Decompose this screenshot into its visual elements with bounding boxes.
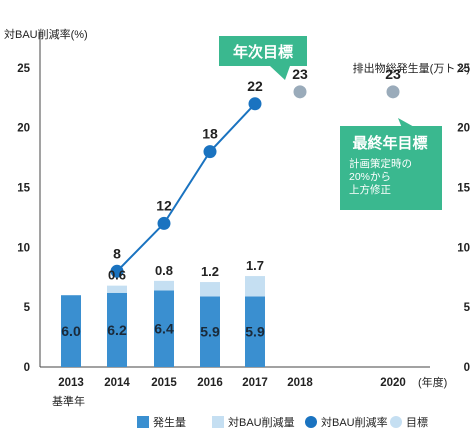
y-tick-right: 20	[457, 123, 470, 135]
legend-marker	[137, 416, 149, 428]
chart-legend: 発生量 対BAU削減量 対BAU削減率 目標	[137, 415, 428, 429]
y-tick-right: 25	[457, 63, 470, 75]
y-tick-right: 10	[457, 242, 470, 254]
bar-generation	[245, 296, 265, 367]
chart-line	[110, 85, 400, 278]
y-tick-left: 15	[17, 183, 30, 195]
bar-generation	[154, 290, 174, 367]
base-year-label: 基準年	[52, 394, 85, 408]
rate-label: 8	[113, 245, 121, 261]
legend-marker	[212, 416, 224, 428]
final-target-note: 上方修正	[349, 183, 391, 196]
bar-reduction-label: 1.2	[201, 264, 219, 279]
bar-generation	[107, 292, 127, 367]
target-point	[386, 85, 400, 99]
bar-generation	[61, 295, 81, 367]
bar-reduction-label: 1.7	[246, 258, 264, 273]
rate-point	[157, 216, 171, 230]
y-tick-right: 0	[464, 362, 470, 374]
target-label: 23	[292, 66, 308, 82]
y-tick-left: 5	[24, 302, 31, 314]
final-target-callout	[340, 126, 442, 210]
bar-generation-label: 6.4	[154, 321, 174, 337]
y-tick-left: 25	[17, 63, 30, 75]
y-tick-left: 20	[17, 123, 30, 135]
bar-generation-label: 6.2	[107, 322, 127, 338]
x-tick-label: 2015	[151, 377, 177, 389]
legend-marker	[390, 416, 402, 428]
x-tick-label: 2020	[380, 377, 406, 389]
bar-reduction	[154, 280, 174, 291]
annual-target-pointer	[270, 66, 290, 80]
rate-label: 18	[202, 126, 218, 142]
bar-generation-label: 5.9	[200, 324, 220, 340]
target-label: 23	[385, 66, 401, 82]
rate-label: 12	[156, 197, 172, 213]
annual-target-text: 年次目標	[233, 43, 293, 61]
x-tick-label: 2014	[104, 377, 130, 389]
bar-reduction-label: 0.8	[155, 263, 173, 278]
legend-label: 発生量	[153, 415, 186, 429]
bar-reduction	[107, 285, 127, 293]
rate-point	[248, 97, 262, 111]
y-right-axis-title: 排出物総発生量(万トン)	[353, 61, 470, 75]
final-target-note: 20%から	[349, 171, 391, 183]
y-left-axis-title: 対BAU削減率(%)	[4, 27, 88, 41]
y-tick-right: 15	[457, 183, 470, 195]
rate-point	[110, 264, 124, 278]
bar-generation-label: 6.0	[61, 323, 81, 339]
x-tick-label: 2017	[242, 377, 268, 389]
target-point	[293, 85, 307, 99]
bar-generation	[200, 296, 220, 367]
legend-label: 対BAU削減率	[321, 415, 388, 429]
bar-reduction	[200, 282, 220, 297]
y-tick-right: 5	[464, 302, 471, 314]
final-target-note: 計画策定時の	[349, 157, 412, 170]
y-tick-left: 10	[17, 242, 30, 254]
bar-reduction	[245, 276, 265, 297]
chart-bars	[61, 276, 265, 367]
y-tick-left: 0	[24, 362, 30, 374]
legend-label: 目標	[406, 415, 428, 429]
legend-label: 対BAU削減量	[228, 415, 295, 429]
rate-point	[203, 145, 217, 159]
x-tick-label: 2018	[287, 377, 313, 389]
rate-label: 22	[247, 78, 263, 94]
x-axis-unit: (年度)	[418, 375, 447, 389]
chart-labels: 6.0 6.2 0.6 6.4 0.8 5.9 1.2 5.9 1.7 8 12 18 22 23 23	[61, 66, 401, 340]
annual-target-callout	[219, 36, 307, 66]
rate-line	[116, 103, 256, 272]
x-tick-label: 2016	[197, 377, 223, 389]
final-target-pointer	[398, 118, 416, 128]
legend-marker	[305, 416, 317, 428]
final-target-text: 最終年目標	[352, 134, 427, 152]
bar-reduction-label: 0.6	[108, 268, 126, 283]
bar-generation-label: 5.9	[245, 324, 265, 340]
x-tick-label: 2013	[58, 377, 84, 389]
